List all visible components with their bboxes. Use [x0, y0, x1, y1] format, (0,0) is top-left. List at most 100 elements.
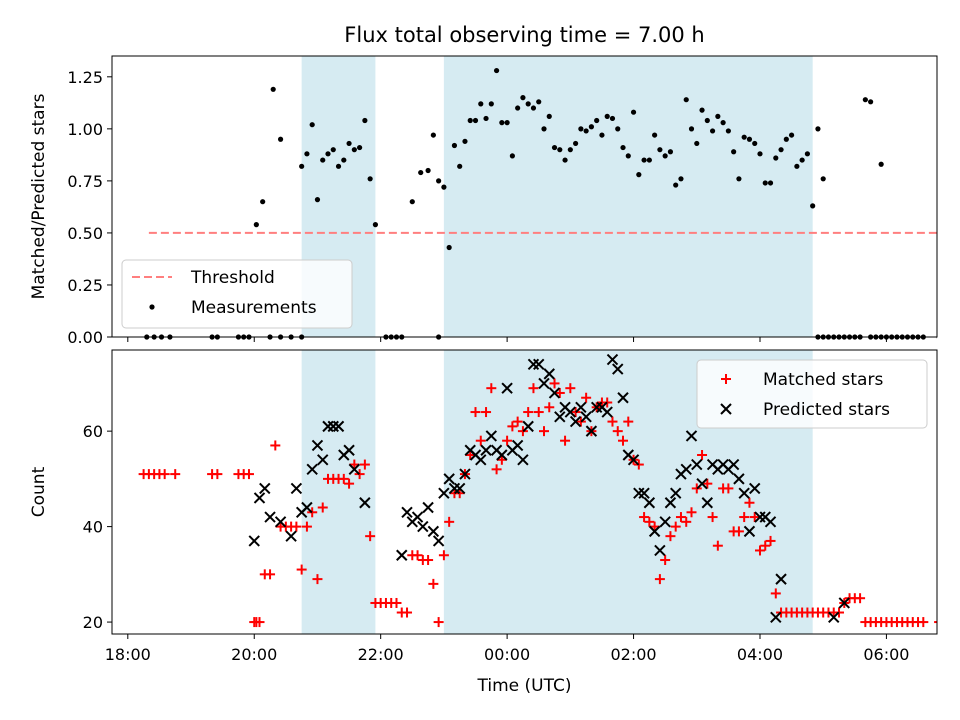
measurement-point	[688, 126, 695, 132]
predicted-star-point	[643, 497, 656, 509]
matched-star-point	[612, 426, 623, 437]
matched-star-point	[760, 540, 771, 551]
measurement-point	[472, 117, 479, 124]
matched-star-point	[486, 383, 497, 394]
matched-star-point	[686, 507, 697, 518]
matched-star-point	[159, 469, 170, 480]
matched-star-point	[607, 416, 618, 427]
matched-star-point	[438, 550, 449, 561]
measurement-point	[715, 113, 721, 119]
y-tick-label: 40	[83, 518, 103, 537]
matched-star-point	[618, 435, 629, 446]
measurement-point	[520, 95, 526, 101]
measurement-point	[557, 147, 563, 153]
measurement-point	[709, 128, 716, 134]
predicted-star-point	[248, 535, 260, 547]
y-tick-label: 1.00	[67, 120, 103, 139]
measurement-point	[620, 144, 626, 151]
predicted-star-point	[253, 492, 266, 504]
measurement-point	[615, 126, 621, 132]
y-tick-label: 0.50	[67, 224, 103, 243]
matched-star-point	[665, 531, 676, 542]
measurement-point	[253, 222, 259, 228]
predicted-star-point	[480, 444, 492, 456]
matched-star-point	[359, 459, 370, 470]
measurement-point	[430, 132, 436, 138]
predicted-star-point	[654, 544, 666, 557]
measurement-point	[314, 197, 321, 203]
x-tick-label: 22:00	[358, 645, 404, 664]
measurement-point	[462, 138, 468, 144]
legend-frame	[696, 359, 928, 429]
matched-star-point	[243, 469, 254, 480]
measurement-point	[757, 151, 763, 157]
matched-star-point	[523, 407, 534, 418]
predicted-star-point	[317, 454, 329, 466]
ratio-legend: Threshold Measurements	[121, 259, 353, 329]
predicted-star-point	[311, 439, 324, 452]
measurement-point	[810, 203, 816, 209]
predicted-star-point	[738, 487, 750, 499]
matched-star-point	[517, 426, 528, 437]
predicted-star-point	[606, 353, 619, 366]
matched-star-point	[349, 459, 360, 470]
predicted-star-point	[522, 420, 534, 433]
matched-star-point	[934, 621, 937, 624]
predicted-star-point	[259, 482, 271, 495]
measurement-point	[270, 86, 276, 92]
matched-star-point	[633, 459, 644, 470]
measurement-point	[457, 163, 463, 169]
measurement-point	[488, 101, 494, 107]
predicted-star-point	[264, 511, 276, 523]
matched-star-point	[502, 435, 513, 446]
matched-star-point	[491, 464, 502, 475]
predicted-star-point	[543, 368, 555, 380]
x-tick-label: 06:00	[863, 645, 909, 664]
matched-star-point	[697, 450, 708, 461]
matched-star-point	[744, 497, 755, 508]
measurement-point	[446, 244, 452, 251]
predicted-star-point	[538, 377, 550, 390]
matched-star-point	[254, 617, 265, 628]
matched-star-point	[301, 521, 312, 532]
matched-star-point	[307, 507, 318, 518]
matched-star-point	[212, 469, 223, 480]
observing-interval-band	[301, 350, 376, 634]
measurement-point	[483, 115, 489, 122]
matched-star-point	[465, 450, 476, 461]
y-tick-label: 0.75	[67, 172, 103, 191]
ratio-panel: 0.00 0.25 0.50 0.75 1.00 1.25 Flux total obse…	[29, 23, 938, 347]
matched-star-point	[691, 483, 702, 494]
measurement-point	[804, 151, 811, 157]
measurement-point	[536, 99, 542, 105]
matched-star-point	[702, 478, 713, 489]
matched-star-point	[581, 392, 592, 403]
matched-star-point	[470, 407, 481, 418]
y-tick-label: 0.25	[67, 276, 103, 295]
matched-star-point	[412, 550, 423, 561]
measurement-point	[330, 147, 336, 153]
measurement-point	[541, 126, 547, 132]
predicted-star-point	[617, 392, 629, 404]
predicted-star-point	[443, 473, 455, 485]
x-tick-label: 18:00	[105, 645, 151, 664]
y-tick-label: 1.25	[67, 68, 103, 87]
matched-star-point	[675, 512, 686, 523]
matched-star-point	[660, 555, 671, 566]
matched-star-point	[560, 435, 571, 446]
y-tick-label: 0.00	[67, 328, 103, 347]
measurement-point	[583, 128, 589, 134]
measurement-point	[493, 67, 500, 74]
predicted-star-point	[770, 611, 782, 624]
measurement-point	[567, 147, 573, 153]
predicted-star-point	[691, 458, 703, 471]
measurement-point	[346, 140, 352, 147]
measurement-point	[425, 167, 431, 174]
predicted-star-point	[775, 573, 787, 585]
matched-star-point	[391, 597, 402, 608]
measurement-point	[746, 136, 753, 142]
matched-star-point	[317, 502, 328, 513]
predicted-star-point	[554, 411, 566, 423]
predicted-star-point	[332, 420, 345, 433]
matched-star-point	[644, 516, 655, 527]
